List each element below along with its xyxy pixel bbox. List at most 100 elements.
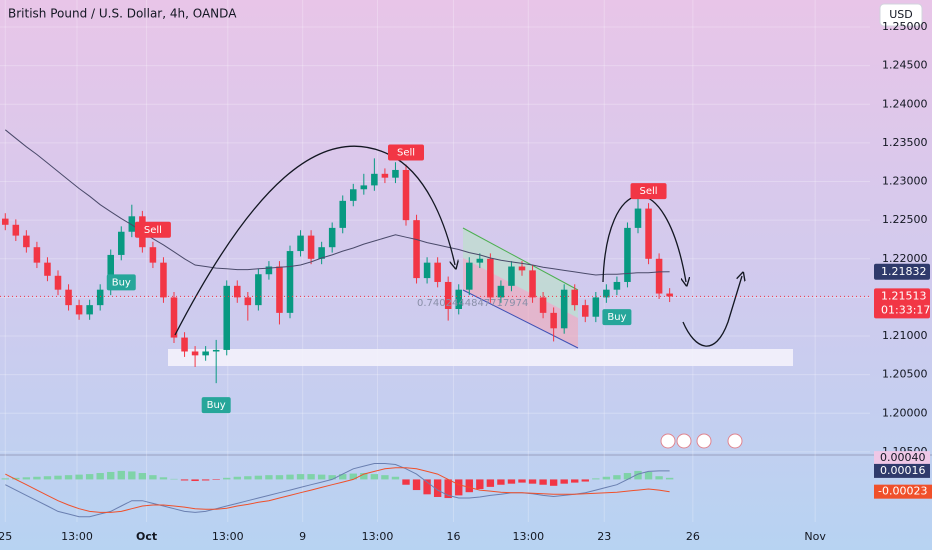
macd-histogram-bar xyxy=(296,474,305,480)
macd-histogram-bar xyxy=(571,479,579,483)
x-tick-label: 13:00 xyxy=(61,530,93,543)
macd-histogram-bar xyxy=(212,479,220,480)
macd-histogram-bar xyxy=(370,474,379,480)
y2-tick-bg xyxy=(874,451,930,466)
candle-body xyxy=(118,231,125,255)
sell-label: Sell xyxy=(640,186,658,197)
buy-label: Buy xyxy=(112,277,131,288)
currency-button[interactable] xyxy=(879,3,923,27)
ma-label: 1.21832 xyxy=(881,265,927,278)
candle-body xyxy=(54,275,62,290)
candle-body xyxy=(392,169,399,178)
candle-body xyxy=(234,285,241,298)
chart-title: British Pound / U.S. Dollar, 4h, OANDA xyxy=(8,7,237,21)
x-tick-label: 13:00 xyxy=(212,530,244,543)
candle-body xyxy=(96,289,104,306)
candle-body xyxy=(539,297,547,313)
plot xyxy=(2,129,673,384)
candle-body xyxy=(328,227,336,248)
candle-body xyxy=(44,262,51,276)
y-tick-label: 1.20000 xyxy=(882,406,928,419)
candle-body xyxy=(603,289,610,298)
macd-histogram-bar xyxy=(317,474,326,480)
buy-label: Buy xyxy=(607,312,626,323)
x-tick-label: Nov xyxy=(804,530,826,543)
candle-body xyxy=(476,258,484,263)
buy-tag xyxy=(106,274,136,291)
sell-tag xyxy=(134,221,171,238)
event-icons[interactable] xyxy=(660,433,743,449)
candle-body xyxy=(255,274,262,306)
macd-histogram-bar xyxy=(117,470,125,480)
macd-label: 0.00016 xyxy=(880,464,926,477)
macd-histogram-bar xyxy=(381,475,389,480)
macd-histogram-bar xyxy=(1,478,9,480)
signal-label: -0.00023 xyxy=(878,485,927,498)
event-icon[interactable] xyxy=(676,433,692,449)
candle-body xyxy=(487,258,494,298)
macd-histogram-bar xyxy=(402,479,410,485)
candle-body xyxy=(350,189,357,201)
currency-label[interactable]: USD xyxy=(889,8,913,21)
macd-histogram-bar xyxy=(507,479,516,484)
event-icon[interactable] xyxy=(660,433,676,449)
macd-histogram-bar xyxy=(528,479,537,484)
sell-label: Sell xyxy=(397,148,415,159)
candle-body xyxy=(444,281,452,309)
candle-body xyxy=(550,312,557,329)
signal-label-bg xyxy=(874,484,932,499)
event-icon[interactable] xyxy=(727,433,743,449)
candle-body xyxy=(339,200,346,228)
buy-label: Buy xyxy=(207,400,226,411)
macd-histogram-bar xyxy=(265,475,273,480)
y-tick-label: 1.24000 xyxy=(882,97,928,110)
y2-tick-label: 0.00040 xyxy=(880,451,926,464)
candle-body xyxy=(107,254,114,290)
x-tick-label: 23 xyxy=(597,530,611,543)
macd-histogram-bar xyxy=(75,474,83,480)
macd-histogram-bar xyxy=(349,473,357,480)
macd-histogram-bar xyxy=(412,479,421,491)
candle-body xyxy=(297,235,304,252)
macd-histogram-bar xyxy=(233,476,241,480)
macd-histogram-bar xyxy=(96,473,104,480)
last-price-bg xyxy=(874,288,930,319)
candle-body xyxy=(149,247,157,263)
candle-body xyxy=(360,185,368,190)
sell-tag xyxy=(388,144,424,161)
drawn-arc xyxy=(174,145,455,336)
candle-body xyxy=(413,220,420,279)
x-tick-label: 13:00 xyxy=(362,530,394,543)
macd-histogram-bar xyxy=(180,479,189,481)
macd-histogram-bar xyxy=(128,471,136,480)
macd-histogram-bar xyxy=(201,479,210,481)
candle-body xyxy=(86,305,93,315)
macd-histogram-bar xyxy=(602,476,611,480)
macd-histogram-bar xyxy=(85,474,94,480)
x-tick-label: 26 xyxy=(686,530,700,543)
candle-body xyxy=(191,351,199,356)
event-icon[interactable] xyxy=(696,433,712,449)
macd-histogram-bar xyxy=(549,479,558,486)
candle-body xyxy=(318,247,325,259)
candle-body xyxy=(402,169,410,221)
candle-body xyxy=(170,297,178,338)
macd-histogram-bar xyxy=(159,477,168,480)
candle-body xyxy=(508,266,515,286)
candle-body xyxy=(223,285,230,350)
macd-histogram-bar xyxy=(539,479,547,485)
buy-tag xyxy=(201,397,231,414)
countdown: 01:33:17 xyxy=(881,303,930,316)
candle-body xyxy=(423,262,431,279)
macd-histogram-bar xyxy=(465,479,473,493)
macd-histogram-bar xyxy=(592,478,600,480)
macd-histogram-bar xyxy=(644,471,653,480)
candle-body xyxy=(455,289,462,309)
macd-histogram-bar xyxy=(43,476,52,480)
macd-histogram-bar xyxy=(328,475,336,480)
channel-top xyxy=(462,227,579,291)
y-tick-label: 1.23500 xyxy=(882,136,928,149)
candle-body xyxy=(75,305,83,315)
channel-upper xyxy=(463,228,578,318)
macd-histogram-bar xyxy=(655,476,663,480)
